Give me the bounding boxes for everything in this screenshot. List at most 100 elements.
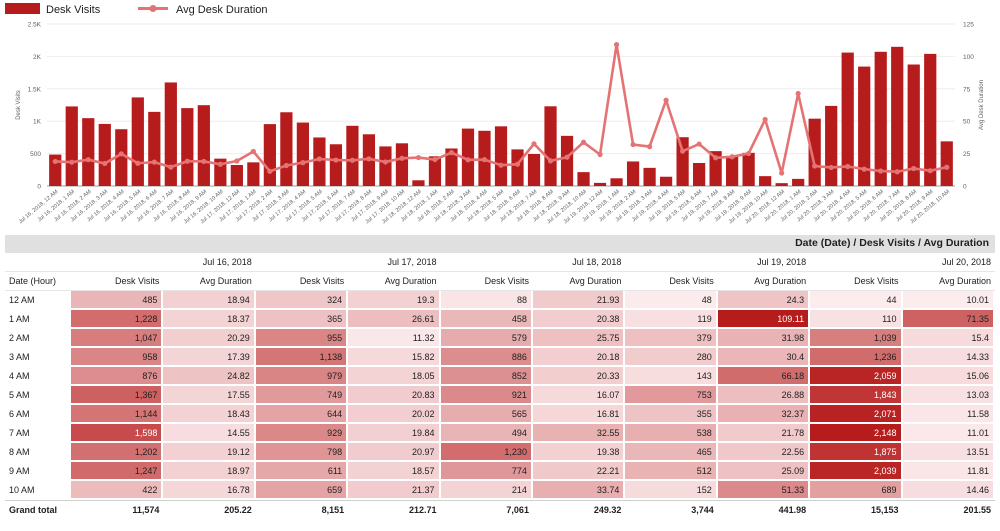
desk-visits-cell: 1,843 — [810, 386, 903, 405]
desk-visits-cell: 512 — [625, 462, 718, 481]
bar — [544, 106, 557, 186]
total-cell: 201.55 — [902, 500, 995, 519]
y-right-axis-label: Avg Desk Duration — [979, 80, 985, 130]
desk-visits-cell: 1,228 — [71, 310, 164, 329]
col-header-avg-duration[interactable]: Avg Duration — [717, 272, 811, 291]
desk-visits-cell: 48 — [625, 291, 718, 310]
bar — [693, 162, 706, 186]
bar — [329, 144, 343, 186]
line-point — [283, 162, 289, 169]
avg-duration-cell: 25.09 — [717, 462, 811, 481]
bar — [181, 108, 194, 186]
col-header-desk-visits[interactable]: Desk Visits — [71, 272, 164, 291]
total-cell: 205.22 — [163, 500, 256, 519]
line-point — [580, 139, 587, 145]
y-right-tick-label: 75 — [963, 86, 971, 93]
avg-duration-cell: 14.33 — [902, 348, 995, 367]
row-label: 12 AM — [5, 291, 71, 310]
avg-duration-cell: 24.3 — [717, 291, 811, 310]
line-point — [168, 164, 174, 170]
avg-duration-cell: 32.37 — [717, 405, 811, 424]
line-point — [432, 156, 438, 163]
line-point — [795, 90, 801, 97]
col-header-desk-visits[interactable]: Desk Visits — [625, 272, 718, 291]
avg-duration-cell: 25.75 — [532, 329, 626, 348]
total-cell: 249.32 — [532, 500, 626, 519]
bar — [792, 178, 805, 186]
desk-visits-cell: 280 — [625, 348, 718, 367]
bar — [280, 112, 293, 186]
desk-visits-cell: 1,144 — [71, 405, 164, 424]
y-left-tick-label: 1K — [33, 119, 42, 126]
table-row: 2 AM 1,047 20.29 955 11.32 579 25.75 379 31.98 1,… — [5, 329, 995, 348]
line-point — [564, 154, 570, 160]
desk-visits-cell: 44 — [810, 291, 903, 310]
date-header-row: Jul 16, 2018 Jul 17, 2018 Jul 18, 2018 J… — [5, 253, 995, 272]
bar — [247, 162, 260, 186]
total-cell: 212.71 — [348, 500, 441, 519]
col-header-avg-duration[interactable]: Avg Duration — [902, 272, 995, 291]
date-header-spacer — [71, 253, 164, 272]
col-header-avg-duration[interactable]: Avg Duration — [532, 272, 626, 291]
table-row: 4 AM 876 24.82 979 18.05 852 20.33 143 66.18 2,05… — [5, 367, 995, 386]
line-point — [646, 144, 653, 150]
avg-duration-cell: 31.98 — [717, 329, 811, 348]
line-point — [680, 148, 686, 154]
avg-duration-cell: 15.4 — [902, 329, 995, 348]
line-point — [349, 157, 356, 163]
line-point — [399, 155, 405, 161]
line-point — [911, 165, 917, 172]
avg-duration-cell: 18.43 — [163, 405, 256, 424]
bar — [825, 105, 838, 186]
avg-duration-cell: 20.33 — [532, 367, 626, 386]
desk-visits-cell: 2,039 — [810, 462, 903, 481]
total-cell: 7,061 — [440, 500, 533, 519]
legend-bar-label: Desk Visits — [46, 4, 101, 16]
bar — [742, 152, 755, 186]
y-left-tick-label: 500 — [30, 151, 41, 158]
line-point — [762, 116, 768, 123]
line-point — [713, 155, 719, 161]
total-cell: 15,153 — [810, 500, 903, 519]
avg-duration-cell: 22.21 — [532, 462, 626, 481]
line-point — [151, 159, 157, 165]
date-header-spacer — [440, 253, 533, 272]
desk-visits-cell: 979 — [255, 367, 349, 386]
table-row: 10 AM 422 16.78 659 21.37 214 33.74 152 51.33 689… — [5, 481, 995, 500]
avg-duration-cell: 16.78 — [163, 481, 256, 500]
avg-duration-cell: 32.55 — [532, 424, 626, 443]
bar — [808, 118, 821, 186]
row-header: Date (Hour) — [5, 272, 71, 291]
avg-duration-cell: 18.57 — [348, 462, 441, 481]
bar — [560, 135, 574, 186]
avg-duration-cell: 10.01 — [902, 291, 995, 310]
col-header-avg-duration[interactable]: Avg Duration — [163, 272, 256, 291]
desk-visits-cell: 1,202 — [71, 443, 164, 462]
table-row: 6 AM 1,144 18.43 644 20.02 565 16.81 355 32.37 2,… — [5, 405, 995, 424]
col-header-desk-visits[interactable]: Desk Visits — [440, 272, 533, 291]
y-left-axis-label: Desk Visits — [16, 90, 22, 120]
avg-duration-cell: 11.01 — [902, 424, 995, 443]
line-point — [696, 141, 702, 147]
bar — [659, 176, 673, 186]
table-row: 12 AM 485 18.94 324 19.3 88 21.93 48 24.3 44 10.01 — [5, 291, 995, 310]
col-header-desk-visits[interactable]: Desk Visits — [810, 272, 903, 291]
total-cell: 8,151 — [255, 500, 349, 519]
avg-duration-cell: 13.51 — [902, 443, 995, 462]
avg-duration-cell: 17.39 — [163, 348, 256, 367]
avg-duration-cell: 33.74 — [532, 481, 626, 500]
bar — [924, 53, 937, 186]
bar — [874, 51, 887, 187]
col-header-avg-duration[interactable]: Avg Duration — [348, 272, 441, 291]
date-header-jul-16: Jul 16, 2018 — [163, 253, 256, 272]
line-point — [267, 168, 273, 174]
col-header-desk-visits[interactable]: Desk Visits — [255, 272, 349, 291]
y-right-tick-label: 50 — [963, 119, 971, 126]
avg-duration-cell: 22.56 — [717, 443, 811, 462]
desk-visits-cell: 152 — [625, 481, 718, 500]
desk-visits-cell: 538 — [625, 424, 718, 443]
line-point — [234, 158, 240, 164]
bar — [907, 64, 920, 186]
legend-line-marker — [149, 5, 157, 12]
desk-visits-cell: 611 — [255, 462, 349, 481]
